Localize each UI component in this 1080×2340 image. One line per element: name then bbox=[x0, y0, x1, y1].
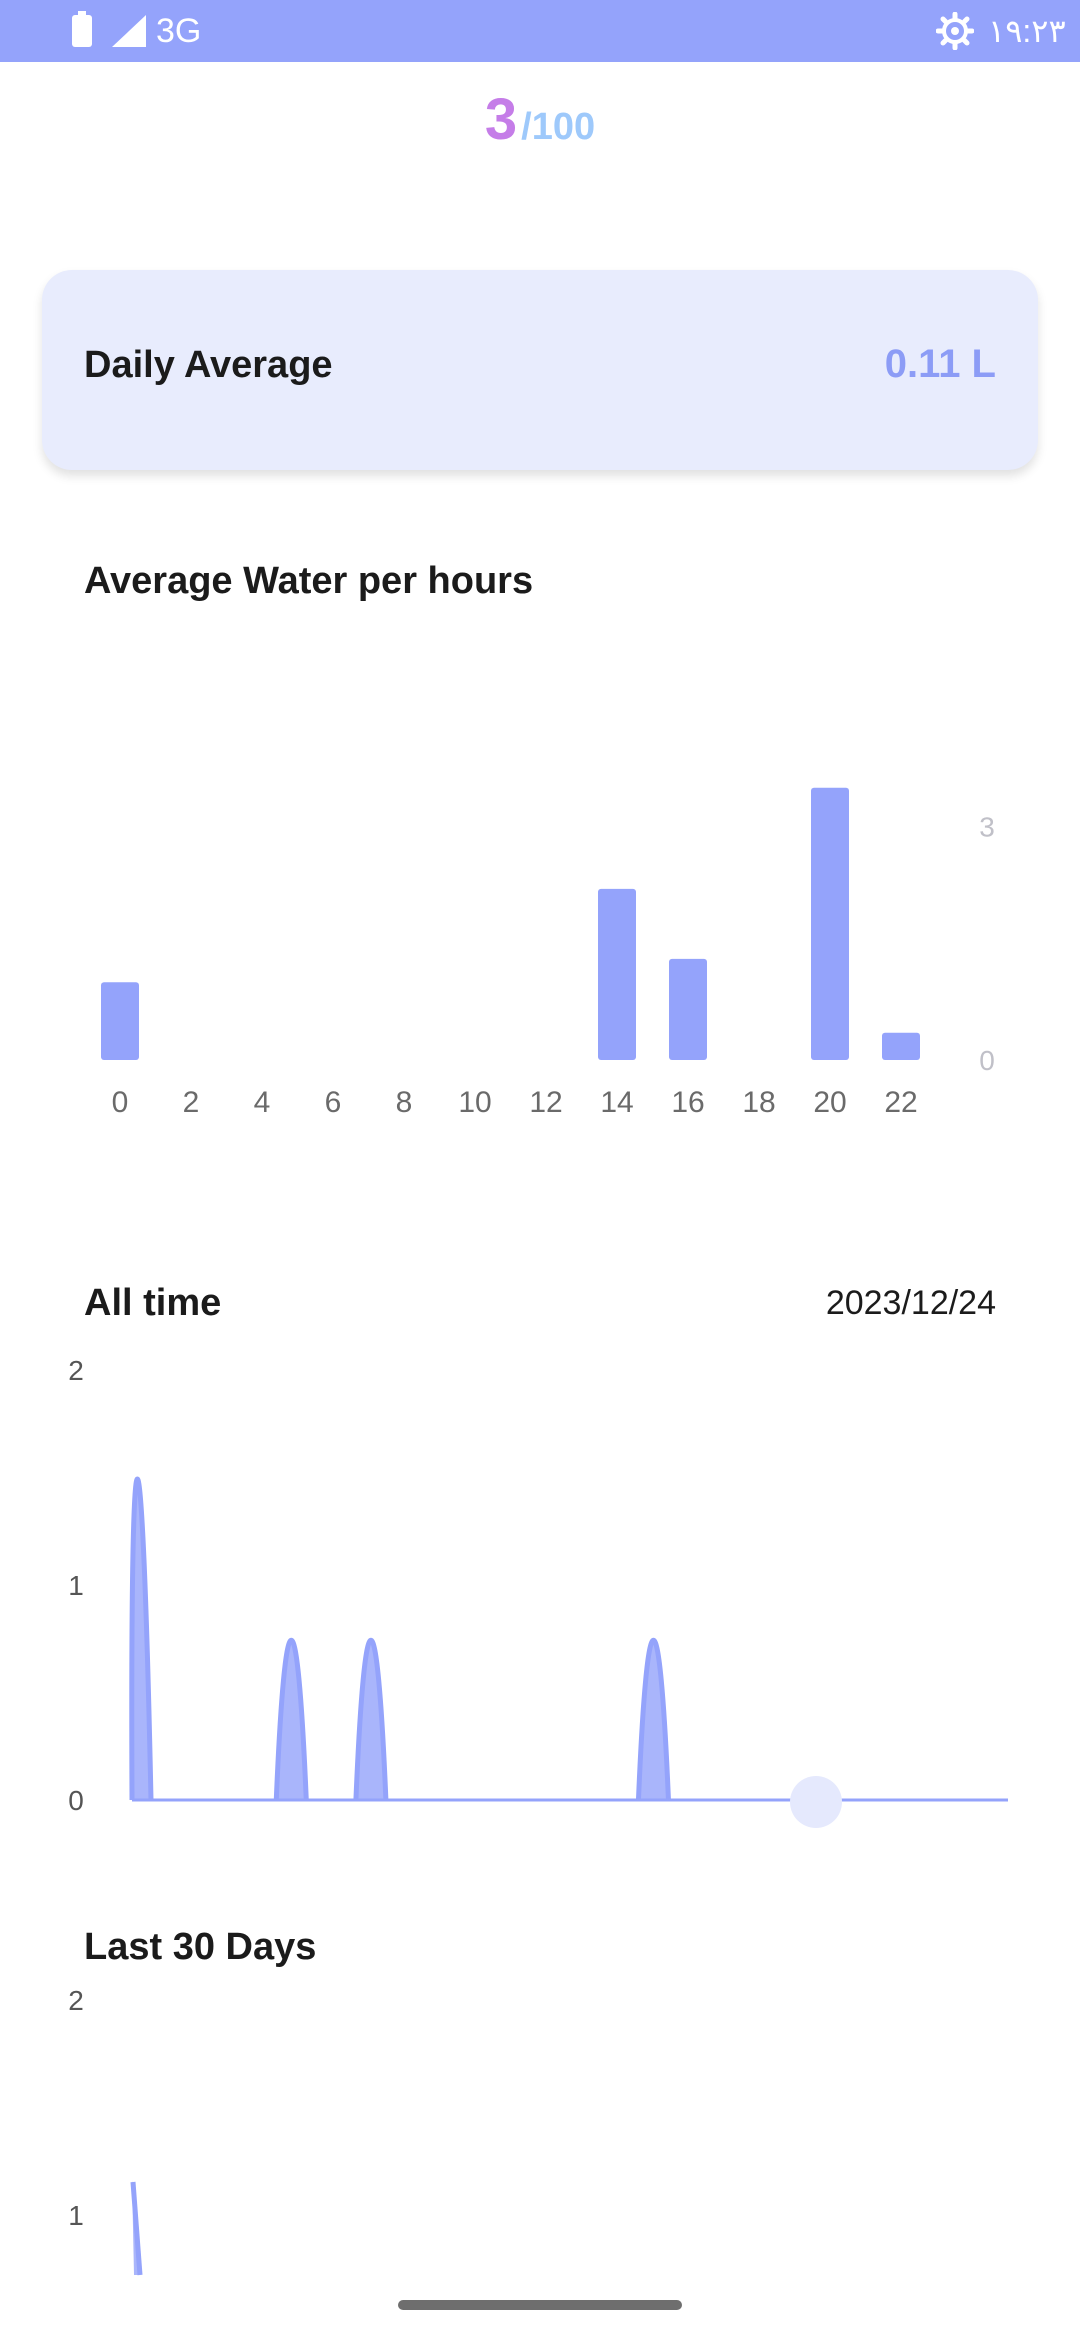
x-tick-label: 16 bbox=[671, 1086, 704, 1119]
y-tick-label: 1 bbox=[68, 2200, 84, 2231]
x-tick-label: 8 bbox=[396, 1086, 413, 1119]
battery-icon bbox=[72, 11, 92, 47]
y-tick-label: 1 bbox=[68, 1570, 84, 1601]
network-type: 3G bbox=[156, 12, 202, 50]
last30-title: Last 30 Days bbox=[84, 1926, 317, 1968]
bar-hour-14 bbox=[598, 888, 636, 1060]
bar-hour-16 bbox=[669, 958, 707, 1060]
area-line-peaks bbox=[129, 1476, 671, 1801]
bar-hour-22 bbox=[882, 1032, 920, 1060]
settings-gear-icon bbox=[936, 12, 974, 50]
y-tick-label: 2 bbox=[68, 1355, 84, 1386]
x-tick-label: 14 bbox=[600, 1086, 633, 1119]
x-tick-label: 4 bbox=[254, 1086, 271, 1119]
y-tick-label: 0 bbox=[979, 1045, 995, 1076]
all-time-title: All time bbox=[84, 1282, 222, 1324]
all-time-area-chart: 2 1 0 bbox=[68, 1355, 1008, 1828]
x-tick-label: 6 bbox=[325, 1086, 342, 1119]
hourly-bar-chart: 0 2 4 6 8 10 12 14 16 18 20 22 3 0 bbox=[101, 787, 995, 1119]
signal-icon bbox=[112, 15, 146, 47]
hourly-chart-title: Average Water per hours bbox=[84, 560, 534, 602]
y-tick-label: 2 bbox=[68, 1990, 84, 2016]
all-time-date[interactable]: 2023/12/24 bbox=[825, 1284, 996, 1322]
x-tick-label: 2 bbox=[183, 1086, 200, 1119]
x-tick-label: 22 bbox=[884, 1086, 917, 1119]
area-fill bbox=[131, 1482, 669, 1800]
goal-progress-score: 3/100 bbox=[0, 86, 1080, 153]
x-tick-label: 12 bbox=[529, 1086, 562, 1119]
area-line bbox=[130, 2181, 143, 2276]
bar-hour-20 bbox=[811, 787, 849, 1060]
status-bar: 3G ۱۹:۲۳ bbox=[0, 0, 1080, 62]
clock-time: ۱۹:۲۳ bbox=[988, 13, 1066, 49]
bar-hour-0 bbox=[101, 982, 139, 1060]
x-tick-label: 0 bbox=[112, 1086, 129, 1119]
y-tick-label: 0 bbox=[68, 1785, 84, 1816]
home-indicator[interactable] bbox=[398, 2300, 682, 2310]
daily-average-value: 0.11 L bbox=[884, 342, 996, 386]
x-tick-label: 20 bbox=[813, 1086, 846, 1119]
selected-point-marker bbox=[790, 1776, 842, 1828]
daily-average-label: Daily Average bbox=[84, 344, 333, 386]
last30-area-chart: 21 bbox=[68, 1990, 143, 2276]
daily-average-card: Daily Average 0.11 L bbox=[42, 270, 1038, 470]
y-tick-label: 3 bbox=[979, 812, 995, 843]
score-total: /100 bbox=[521, 106, 596, 148]
x-tick-label: 18 bbox=[742, 1086, 775, 1119]
x-tick-label: 10 bbox=[458, 1086, 491, 1119]
score-count: 3 bbox=[484, 87, 518, 152]
